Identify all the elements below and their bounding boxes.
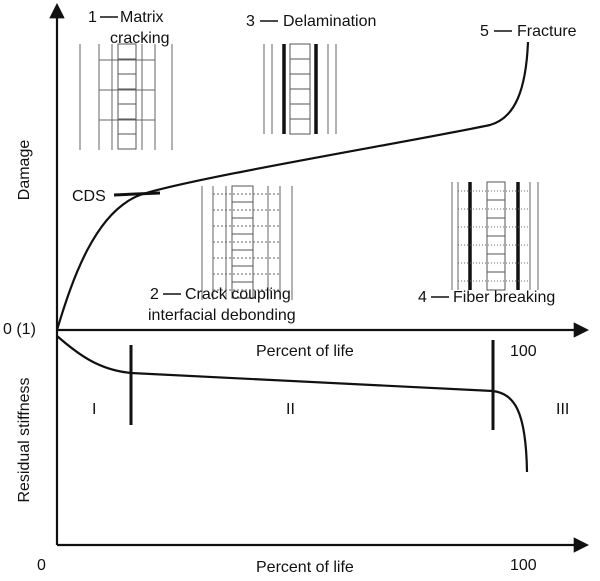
fiber-cell	[289, 73, 311, 90]
y-axis-label: Residual stiffness	[16, 377, 33, 502]
stage-label: Matrix	[120, 9, 164, 26]
stage-number: 5	[480, 23, 489, 40]
fiber-cell	[117, 103, 137, 120]
fiber-cell	[289, 103, 311, 120]
x-axis-label: Percent of life	[256, 343, 354, 360]
fiber-cell	[486, 271, 506, 291]
stage-label: interfacial debonding	[148, 307, 296, 324]
stage-label: Fiber breaking	[453, 289, 555, 306]
fiber-cell	[486, 181, 506, 201]
y-axis-label: Damage	[16, 140, 33, 201]
stage-number: 1	[88, 9, 97, 26]
origin-label: 0	[37, 557, 46, 574]
fiber-cell	[117, 88, 137, 105]
damage-curve	[55, 41, 530, 331]
x-end-label: 100	[510, 557, 537, 574]
fiber-cell	[289, 43, 311, 60]
stage-label: cracking	[110, 30, 170, 47]
origin-label: 0 (1)	[3, 321, 36, 338]
stage-label: Fracture	[517, 23, 577, 40]
stage-label: Delamination	[283, 13, 376, 30]
fiber-cell	[117, 73, 137, 90]
region-label: II	[286, 401, 295, 418]
laminate-sketches	[79, 43, 539, 300]
fiber-cell	[117, 133, 137, 150]
fiber-cell	[289, 58, 311, 75]
fiber-cell	[117, 58, 137, 75]
stage-number: 3	[246, 13, 255, 30]
region-label: III	[556, 401, 569, 418]
fiber-cell	[289, 88, 311, 105]
stage-label: Crack coupling	[185, 286, 291, 303]
fiber-cell	[486, 217, 506, 237]
cds-marker	[113, 191, 161, 197]
fiber-cell	[486, 235, 506, 255]
x-axis-label: Percent of life	[256, 559, 354, 576]
stage-number: 4	[418, 289, 427, 306]
stage-number: 2	[150, 286, 159, 303]
x-end-label: 100	[510, 343, 537, 360]
region-label: I	[92, 401, 96, 418]
cds-label: CDS	[72, 188, 106, 205]
fiber-cell	[486, 253, 506, 273]
fiber-cell	[289, 118, 311, 135]
fiber-cell	[117, 118, 137, 135]
fiber-cell	[486, 199, 506, 219]
